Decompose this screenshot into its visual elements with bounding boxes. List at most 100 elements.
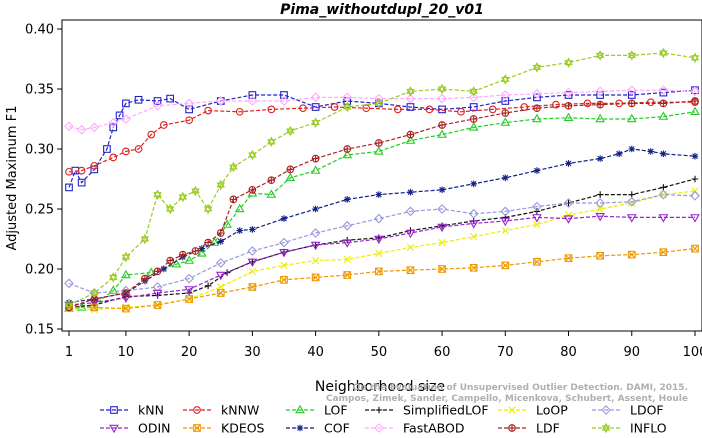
plot-layer — [64, 47, 700, 314]
data-point-LOF-18 — [405, 135, 416, 144]
data-point-LOF-23 — [563, 112, 574, 121]
data-point-FastABOD-1 — [76, 124, 87, 135]
x-tick-label: 60 — [434, 345, 451, 360]
legend-label: FastABOD — [403, 421, 465, 435]
data-point-LOF-24 — [595, 113, 606, 123]
data-point-LOF-25 — [626, 113, 637, 123]
axis-layer: 1 10 20 30 40 50 60 70 80 90 100 0.15 0.20 0.25 0.30 0.… — [25, 23, 702, 361]
data-point-ODIN-20 — [690, 214, 700, 223]
legend-marker-FastABOD — [374, 423, 384, 433]
legend-marker-kNNW — [193, 406, 201, 414]
data-point-kNNW-6 — [147, 130, 156, 139]
data-point-LoOP-11 — [406, 243, 415, 252]
data-point-SimplifiedLOF-13 — [438, 222, 446, 230]
data-point-COF-8 — [236, 227, 244, 234]
data-point-FastABOD-0 — [64, 121, 74, 132]
data-point-INFLO-13 — [267, 136, 276, 148]
series-FastABOD — [64, 85, 700, 135]
data-point-kNNW-21 — [583, 99, 592, 108]
data-point-FastABOD-8 — [247, 96, 258, 106]
data-point-KDEOS-17 — [596, 251, 605, 260]
data-point-kNN-21 — [501, 97, 510, 105]
data-point-ODIN-10 — [373, 235, 384, 245]
data-point-kNNW-8 — [185, 116, 193, 125]
data-point-kNN-14 — [280, 91, 288, 99]
data-point-INFLO-8 — [191, 185, 200, 197]
data-point-LDF-3 — [141, 274, 149, 283]
data-point-LOF-15 — [310, 165, 321, 174]
x-tick-label: 50 — [371, 345, 388, 360]
data-point-kNN-25 — [627, 91, 636, 99]
data-point-ODIN-14 — [500, 217, 511, 227]
series-line-kNNW — [68, 101, 695, 173]
series-line-COF — [68, 148, 696, 304]
data-point-COF-20 — [596, 155, 604, 162]
series-line-LOF — [68, 111, 696, 310]
legend-item-kNN: kNN — [100, 403, 164, 418]
data-point-LDOF-7 — [279, 237, 289, 248]
data-point-LDF-5 — [166, 256, 175, 265]
data-point-LDOF-5 — [215, 258, 226, 268]
data-point-LOF-10 — [222, 219, 232, 228]
data-point-LDF-23 — [596, 100, 605, 109]
data-point-LOF-19 — [437, 129, 447, 138]
series-line-KDEOS — [69, 248, 696, 310]
data-point-LDF-14 — [311, 154, 320, 163]
data-point-LOF-9 — [209, 237, 220, 246]
data-point-FastABOD-3 — [108, 117, 119, 128]
data-point-ODIN-16 — [563, 215, 574, 224]
data-point-INFLO-26 — [659, 47, 668, 59]
data-point-ODIN-3 — [152, 289, 163, 299]
data-point-INFLO-4 — [140, 233, 150, 245]
legend-item-ODIN: ODIN — [100, 421, 171, 436]
legend-label: ODIN — [138, 421, 171, 435]
data-point-LDF-12 — [267, 176, 276, 185]
data-point-kNNW-2 — [90, 161, 99, 170]
series-LDOF — [64, 189, 700, 298]
data-point-INFLO-22 — [532, 62, 542, 73]
series-kNNW — [65, 98, 699, 176]
legend-label: INFLO — [630, 421, 667, 435]
data-point-LOF-8 — [196, 248, 207, 257]
data-point-kNNW-18 — [488, 105, 497, 114]
data-point-kNNW-12 — [299, 104, 307, 113]
data-point-kNN-13 — [248, 91, 257, 99]
data-point-COF-21 — [615, 150, 623, 158]
data-point-KDEOS-7 — [280, 275, 288, 284]
data-point-ODIN-6 — [247, 258, 258, 267]
data-point-ODIN-4 — [184, 286, 194, 295]
data-point-SimplifiedLOF-20 — [660, 184, 667, 191]
data-point-INFLO-18 — [406, 86, 415, 97]
data-point-INFLO-24 — [595, 50, 605, 61]
legend-item-kNNW: kNNW — [183, 403, 259, 418]
series-LoOP — [65, 187, 699, 314]
data-point-FastABOD-20 — [626, 85, 637, 96]
data-point-kNN-18 — [406, 103, 415, 111]
data-point-kNN-19 — [438, 105, 446, 114]
data-point-SimplifiedLOF-21 — [691, 175, 699, 183]
data-point-kNNW-4 — [122, 147, 130, 156]
data-point-kNNW-20 — [552, 100, 560, 109]
data-point-LDF-16 — [374, 139, 383, 147]
data-point-LOF-3 — [108, 285, 119, 294]
data-point-LDOF-13 — [468, 208, 479, 219]
x-tick-label: 90 — [623, 345, 640, 360]
legend-item-SimplifiedLOF: SimplifiedLOF — [365, 403, 489, 418]
data-point-LDF-21 — [533, 104, 541, 113]
data-point-FastABOD-13 — [405, 93, 416, 104]
data-point-ODIN-19 — [658, 214, 669, 223]
data-point-INFLO-6 — [165, 203, 175, 215]
series-LOF — [64, 106, 700, 312]
data-point-KDEOS-20 — [691, 244, 699, 253]
legend-item-COF: COF — [286, 421, 350, 436]
data-point-kNN-5 — [109, 123, 118, 132]
data-point-COF-15 — [438, 186, 446, 194]
data-point-FastABOD-12 — [373, 93, 384, 104]
data-point-LDF-6 — [178, 250, 187, 259]
data-point-LDF-7 — [191, 247, 200, 255]
y-tick-label: 0.15 — [25, 323, 54, 338]
data-point-KDEOS-12 — [438, 265, 446, 273]
legend-label: SimplifiedLOF — [403, 403, 489, 418]
data-point-LDOF-14 — [500, 206, 511, 217]
